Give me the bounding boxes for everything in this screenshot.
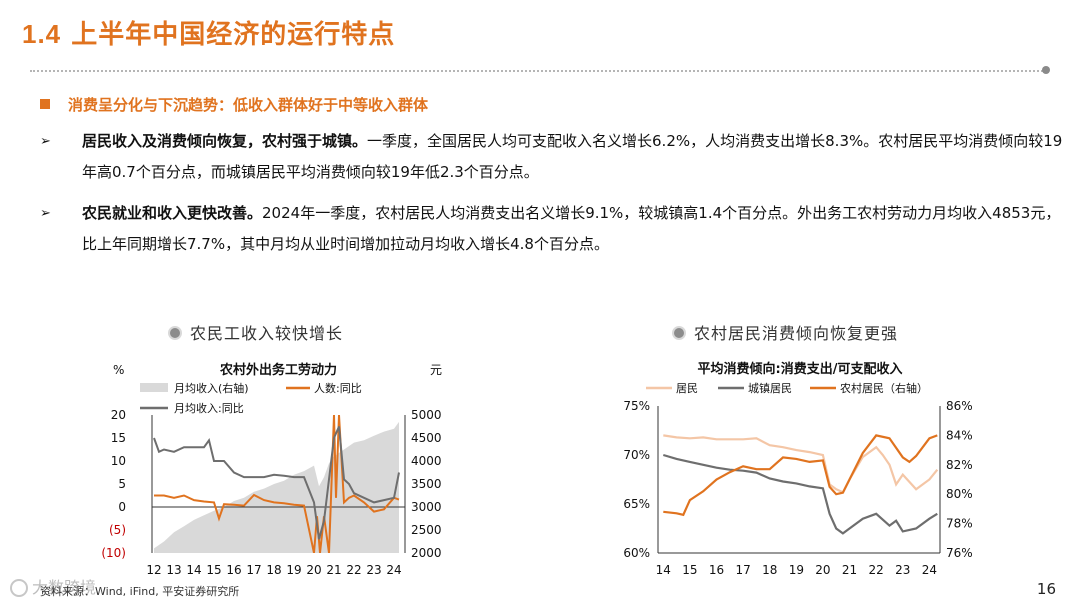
chart2-x-tick-label: 15 (682, 563, 697, 577)
page-number: 16 (1036, 580, 1056, 598)
chart1-right-tick-label: 3500 (411, 477, 442, 491)
square-bullet-icon (40, 99, 50, 109)
legend-label-urban: 城镇居民 (748, 381, 792, 395)
series-line-headcount-yoy (154, 415, 400, 553)
chart2-x-tick-label: 17 (735, 563, 750, 577)
circle-bullet-icon (168, 326, 182, 340)
arrow-bullet-icon: ➢ (40, 134, 51, 149)
page-title: 1.4 上半年中国经济的运行特点 (22, 14, 395, 51)
chart1-left-unit: % (113, 363, 124, 377)
chart2-title: 平均消费倾向:消费支出/可支配收入 (698, 361, 903, 377)
chart1-right-tick-label: 5000 (411, 408, 442, 422)
chart1-x-tick-label: 23 (366, 563, 381, 577)
chart2-left-tick-label: 70% (623, 448, 650, 462)
chart1-x-tick-label: 24 (386, 563, 401, 577)
bullet-1-text: 一季度，全国居民人均可支配收入名义增长6.2%，人均消费支出增长8.3%。农村居… (82, 132, 1063, 181)
bullet-1: ➢ 居民收入及消费倾向恢复，农村强于城镇。一季度，全国居民人均可支配收入名义增长… (40, 126, 1062, 188)
bullet-1-bold: 居民收入及消费倾向恢复，农村强于城镇。 (82, 132, 368, 150)
chart1-x-tick-label: 15 (206, 563, 221, 577)
chart2-x-tick-label: 16 (709, 563, 724, 577)
chart1-right-tick-label: 3000 (411, 500, 442, 514)
chart2-right-tick-label: 80% (946, 487, 973, 501)
chart1-x-tick-label: 22 (346, 563, 361, 577)
series-line-income-yoy (153, 426, 400, 540)
chart1-left-tick-label: 0 (118, 500, 126, 514)
chart1-left-tick-label: 15 (111, 431, 126, 445)
section-title: 上半年中国经济的运行特点 (71, 20, 396, 50)
chart1-x-tick-label: 13 (166, 563, 181, 577)
chart1-left-tick-label: (10) (101, 546, 126, 560)
subheading: 消费呈分化与下沉趋势：低收入群体好于中等收入群体 (40, 94, 428, 115)
series-line-urban (662, 453, 938, 535)
title-divider (30, 70, 1046, 72)
panel-title-left: 农民工收入较快增长 (168, 320, 343, 344)
chart1-x-tick-label: 21 (326, 563, 341, 577)
bullet-2: ➢ 农民就业和收入更快改善。2024年一季度，农村居民人均消费支出名义增长9.1… (40, 198, 1060, 291)
chart1-title: 农村外出务工劳动力 (219, 362, 337, 378)
circle-bullet-icon (672, 326, 686, 340)
chart2-right-tick-label: 84% (946, 428, 973, 442)
chart2-left-tick-label: 75% (623, 399, 650, 413)
chart1-right-tick-label: 2500 (411, 523, 442, 537)
chart1-x-tick-label: 18 (266, 563, 281, 577)
chart1-x-tick-label: 19 (286, 563, 301, 577)
chart1-left-tick-label: 5 (118, 477, 126, 491)
series-area-monthly-income (154, 421, 399, 553)
watermark: 大数跨境 (10, 574, 96, 598)
series-line-rural (663, 434, 938, 517)
chart2-right-tick-label: 82% (946, 458, 973, 472)
chart1-lines (153, 415, 400, 553)
chart1-left-tick-label: (5) (109, 523, 126, 537)
chart1-x-tick-label: 16 (226, 563, 241, 577)
legend-label-headcount: 人数:同比 (314, 382, 362, 395)
chart1-right-tick-label: 4000 (411, 454, 442, 468)
chart2-x-tick-label: 21 (842, 563, 857, 577)
chart2-x-tick-label: 20 (815, 563, 830, 577)
legend-label-rural: 农村居民（右轴） (840, 381, 928, 395)
chart1-right-unit: 元 (430, 363, 442, 377)
chart2-x-tick-label: 24 (922, 563, 937, 577)
watermark-logo-icon (10, 579, 28, 597)
chart1-x-tick-label: 12 (146, 563, 161, 577)
chart2-right-tick-label: 78% (946, 517, 973, 531)
chart1-x-tick-label: 14 (186, 563, 201, 577)
chart2-right-tick-label: 86% (946, 399, 973, 413)
chart1-right-tick-label: 4500 (411, 431, 442, 445)
section-number: 1.4 (22, 19, 62, 49)
bullet-2-bold: 农民就业和收入更快改善。 (82, 204, 263, 222)
chart2-x-tick-label: 22 (869, 563, 884, 577)
chart1-left-tick-label: 10 (111, 454, 126, 468)
chart1-left-tick-label: 20 (111, 408, 126, 422)
chart1-right-tick-label: 2000 (411, 546, 442, 560)
chart2-x-tick-label: 23 (895, 563, 910, 577)
chart2-x-tick-label: 18 (762, 563, 777, 577)
bullet-2-text: 2024年一季度，农村居民人均消费支出名义增长9.1%，较城镇高1.4个百分点。… (82, 204, 1061, 253)
legend-swatch-income (140, 383, 168, 392)
chart2-left-tick-label: 65% (623, 497, 650, 511)
chart2-x-tick-label: 14 (656, 563, 671, 577)
source-note: 资料来源：Wind, iFind, 平安证券研究所 (40, 585, 240, 598)
divider-end-dot (1042, 66, 1050, 74)
legend-label-income-yoy: 月均收入:同比 (174, 401, 244, 415)
panel-title-right: 农村居民消费倾向恢复更强 (672, 320, 898, 344)
chart2-x-tick-label: 19 (789, 563, 804, 577)
chart2-right-tick-label: 76% (946, 546, 973, 560)
chart2-left-tick-label: 60% (623, 546, 650, 560)
legend-label-residents: 居民 (676, 382, 698, 395)
chart1-x-tick-label: 20 (306, 563, 321, 577)
legend-label-income: 月均收入(右轴) (174, 381, 249, 395)
subheading-text: 消费呈分化与下沉趋势：低收入群体好于中等收入群体 (68, 96, 429, 114)
chart1-x-tick-label: 17 (246, 563, 261, 577)
arrow-bullet-icon: ➢ (40, 206, 51, 221)
